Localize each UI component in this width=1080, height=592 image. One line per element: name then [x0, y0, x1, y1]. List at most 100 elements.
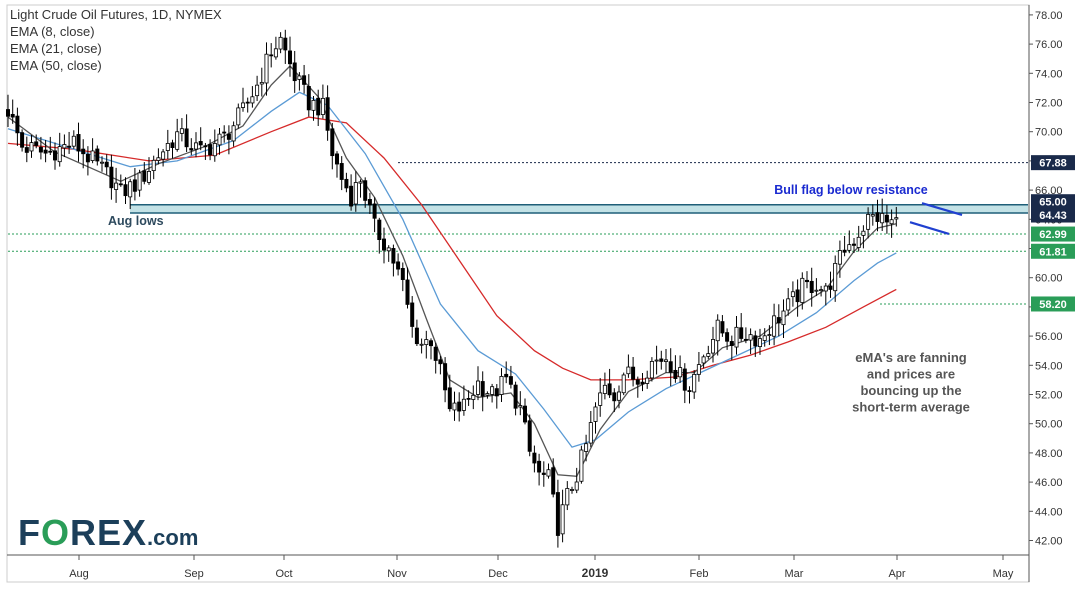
level-badge	[1031, 194, 1075, 210]
candle-up	[800, 277, 805, 303]
candle-down	[428, 340, 433, 347]
candle-down	[828, 285, 833, 290]
candle-down	[245, 101, 250, 104]
level-badge	[1031, 243, 1075, 259]
candle-down	[226, 133, 231, 140]
candle-up	[156, 157, 161, 161]
candle-down	[344, 178, 349, 189]
y-tick-label: 76.00	[1035, 39, 1063, 51]
logo-f: F	[18, 512, 41, 553]
bull-flag-label: Bull flag below resistance	[774, 183, 928, 197]
resistance-zone	[130, 204, 1028, 214]
candle-down	[334, 153, 339, 165]
ema-note-line: eMA's are fanning	[855, 350, 967, 365]
candle-down	[208, 144, 213, 156]
level-badge	[1031, 226, 1075, 242]
candle-down	[203, 145, 208, 148]
candle-up	[100, 161, 105, 164]
y-tick-label: 72.00	[1035, 98, 1063, 110]
candle-down	[170, 142, 175, 149]
level-badge-label: 61.81	[1039, 246, 1067, 258]
candle-up	[278, 36, 283, 50]
candle-down	[682, 368, 687, 391]
candle-down	[81, 148, 86, 155]
candle-down	[104, 161, 109, 168]
candle-up	[231, 125, 236, 142]
candle-up	[696, 364, 701, 375]
candle-up	[179, 128, 184, 134]
candle-down	[349, 185, 354, 207]
level-badge	[1031, 296, 1075, 312]
x-tick-label: May	[993, 568, 1014, 580]
level-badge-label: 67.88	[1039, 158, 1067, 170]
candle-up	[570, 489, 575, 491]
candle-down	[198, 141, 203, 146]
candle-up	[645, 377, 650, 384]
candle-down	[795, 289, 800, 303]
candle-down	[38, 146, 43, 153]
candle-up	[621, 374, 626, 394]
candle-up	[250, 96, 255, 104]
candle-down	[443, 363, 448, 391]
candle-up	[880, 213, 885, 224]
candle-down	[805, 279, 810, 283]
candle-up	[560, 504, 565, 535]
candle-up	[856, 236, 861, 248]
plot-frame	[6, 4, 1030, 583]
x-tick-label: Aug	[69, 568, 89, 580]
candle-down	[109, 166, 114, 189]
candle-down	[884, 214, 889, 223]
candle-up	[475, 380, 480, 395]
candle-down	[410, 302, 415, 327]
candle-up	[193, 142, 198, 150]
candle-down	[377, 219, 382, 241]
x-tick-label: 2019	[582, 566, 609, 580]
bull-flag-lines	[909, 202, 963, 235]
candle-up	[259, 82, 264, 85]
candle-up	[772, 315, 777, 337]
candle-down	[405, 279, 410, 305]
candle-up	[57, 146, 62, 163]
aug-lows-label: Aug lows	[108, 214, 164, 228]
ema8-line	[7, 65, 897, 477]
candle-up	[137, 172, 142, 191]
candle-down	[400, 268, 405, 280]
candle-down	[673, 369, 678, 379]
legend-ema21: EMA (21, close)	[10, 41, 102, 56]
candle-up	[823, 285, 828, 292]
candle-down	[687, 390, 692, 392]
candle-down	[447, 387, 452, 410]
candle-up	[499, 375, 504, 395]
candle-down	[739, 327, 744, 339]
candle-up	[706, 353, 711, 357]
candle-up	[837, 250, 842, 265]
candle-up	[762, 335, 767, 341]
candle-down	[635, 379, 640, 385]
candle-down	[852, 243, 857, 246]
candle-down	[43, 149, 48, 154]
candle-down	[433, 346, 438, 361]
candle-down	[287, 50, 292, 65]
candle-down	[753, 335, 758, 347]
candle-down	[391, 248, 396, 264]
level-badge-label: 58.20	[1039, 299, 1067, 311]
chart-title: Light Crude Oil Futures, 1D, NYMEX	[10, 7, 222, 22]
candle-down	[53, 150, 58, 161]
y-tick-label: 74.00	[1035, 68, 1063, 80]
logo-o: O	[41, 512, 71, 553]
candle-up	[273, 48, 278, 58]
candle-down	[132, 179, 137, 192]
candle-up	[786, 298, 791, 311]
candle-down	[95, 148, 100, 162]
candle-up	[819, 289, 824, 292]
candle-up	[889, 219, 894, 225]
legend-ema8: EMA (8, close)	[10, 24, 95, 39]
candle-up	[29, 142, 34, 152]
candle-up	[767, 334, 772, 336]
level-badge-label: 64.43	[1039, 210, 1067, 222]
candle-down	[316, 97, 321, 116]
flag-lower-line	[909, 221, 950, 235]
x-axis-ticks: Aug Sep Oct Nov Dec 2019 Feb Mar Apr May	[69, 555, 1014, 580]
candle-up	[626, 366, 631, 375]
